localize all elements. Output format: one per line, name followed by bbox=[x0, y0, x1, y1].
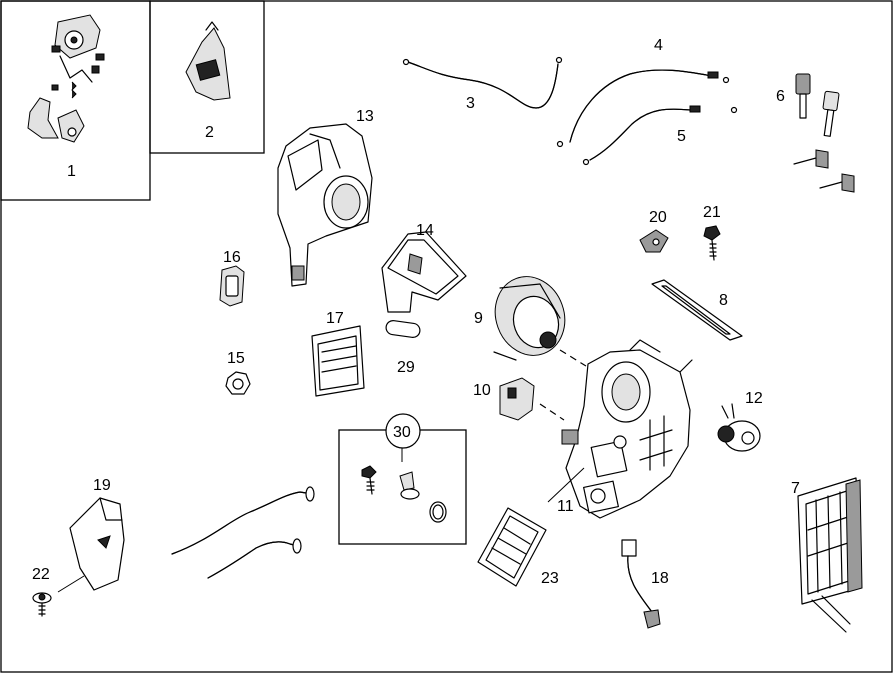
part-8-filter-frame bbox=[651, 279, 743, 341]
part-10-actuator bbox=[499, 377, 535, 421]
callout-18: 18 bbox=[651, 570, 669, 587]
callout-12: 12 bbox=[745, 390, 763, 407]
callout-16: 16 bbox=[223, 249, 241, 266]
hose-assembly bbox=[171, 486, 315, 579]
callout-13: 13 bbox=[356, 108, 374, 125]
callout-15: 15 bbox=[227, 350, 245, 367]
part-22-screw bbox=[32, 592, 52, 617]
part-30-kit-contents bbox=[361, 465, 447, 523]
part-11-hvac-housing bbox=[561, 339, 693, 519]
callout-3: 3 bbox=[466, 95, 475, 112]
callout-23: 23 bbox=[541, 570, 559, 587]
part-14-filter-housing bbox=[381, 231, 467, 313]
part-16-clip bbox=[219, 265, 245, 307]
part-21-screw bbox=[703, 225, 721, 261]
part-20-clip-nut bbox=[639, 229, 669, 253]
leader-lines bbox=[57, 349, 587, 593]
part-23-filter bbox=[477, 507, 547, 587]
callout-4: 4 bbox=[654, 37, 663, 54]
callout-19: 19 bbox=[93, 477, 111, 494]
part-4-cable bbox=[556, 69, 730, 148]
part-7-heater-core bbox=[797, 477, 863, 633]
part-5-cable bbox=[582, 105, 738, 166]
callout-11: 11 bbox=[557, 498, 574, 515]
part-1-actuator-assembly bbox=[27, 14, 105, 143]
part-9-blower-motor bbox=[493, 276, 566, 361]
callout-7: 7 bbox=[791, 480, 800, 497]
callout-labels: 1 2 3 4 5 6 7 8 9 10 11 12 13 14 15 16 1… bbox=[32, 37, 800, 587]
part-3-cable bbox=[402, 56, 563, 109]
part-17-filter bbox=[311, 325, 365, 397]
part-18-drain-hose bbox=[621, 539, 661, 629]
callout-1: 1 bbox=[67, 163, 76, 180]
part-19-duct bbox=[69, 497, 125, 591]
part-13-blower-housing bbox=[277, 123, 373, 287]
callout-14: 14 bbox=[416, 222, 434, 239]
part-29-gasket bbox=[385, 320, 421, 338]
inset-box-part-2 bbox=[149, 0, 265, 154]
callout-10: 10 bbox=[473, 382, 491, 399]
callout-2: 2 bbox=[205, 124, 214, 141]
part-12-motor bbox=[717, 403, 761, 452]
callout-22: 22 bbox=[32, 566, 50, 583]
callout-30: 30 bbox=[393, 424, 411, 441]
part-2-cover bbox=[185, 21, 231, 101]
part-6-pins bbox=[793, 73, 855, 193]
callout-6: 6 bbox=[776, 88, 785, 105]
callout-17: 17 bbox=[326, 310, 344, 327]
callout-9: 9 bbox=[474, 310, 483, 327]
callout-20: 20 bbox=[649, 209, 667, 226]
callout-29: 29 bbox=[397, 359, 415, 376]
callout-8: 8 bbox=[719, 292, 728, 309]
callout-21: 21 bbox=[703, 204, 721, 221]
callout-5: 5 bbox=[677, 128, 686, 145]
part-15-nut bbox=[225, 371, 251, 395]
callout-circle-30 bbox=[385, 413, 421, 449]
